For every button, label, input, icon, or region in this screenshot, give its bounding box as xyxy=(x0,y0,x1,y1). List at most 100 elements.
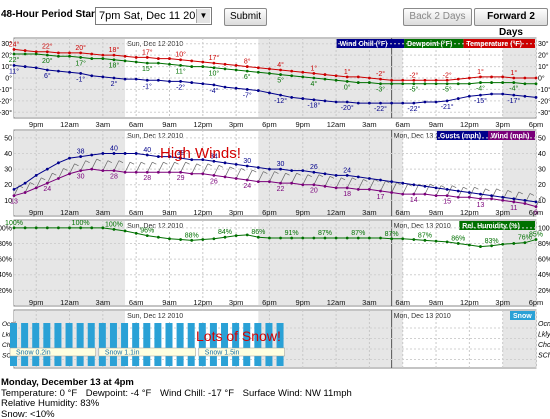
wind-barb xyxy=(135,162,142,173)
data-point xyxy=(467,82,471,86)
wind-barb xyxy=(502,190,508,201)
data-label: 18° xyxy=(109,62,120,70)
y-tick-right: 20% xyxy=(538,288,550,295)
data-point xyxy=(268,72,271,75)
data-label: 29 xyxy=(177,175,185,182)
data-label: 4° xyxy=(277,61,284,69)
forward-2-days-button[interactable]: Forward 2 Days xyxy=(474,8,548,38)
wind-barb xyxy=(280,173,286,184)
data-point xyxy=(456,195,460,199)
data-label: 24 xyxy=(243,183,251,190)
y-tick: -10° xyxy=(0,86,12,94)
x-label: 6am xyxy=(129,298,144,307)
data-point xyxy=(101,75,105,79)
period-select-value: 7pm Sat, Dec 11 2010 xyxy=(99,10,208,22)
data-point xyxy=(68,70,71,74)
annotation-high-winds: High Winds! xyxy=(160,145,241,162)
data-label: 40 xyxy=(110,145,118,152)
status-title: Monday, December 13 at 4pm xyxy=(1,377,134,388)
data-point xyxy=(90,52,94,56)
wind-barb-flag xyxy=(485,188,490,192)
data-point xyxy=(279,167,282,171)
data-point xyxy=(79,56,83,59)
wind-barb-flag xyxy=(185,161,190,165)
data-point xyxy=(168,237,171,241)
period-select[interactable]: 7pm Sat, Dec 11 2010 ▼ xyxy=(95,7,212,25)
data-point xyxy=(223,175,227,179)
series-line xyxy=(13,152,537,203)
y-tick-right: -20° xyxy=(538,97,550,105)
x-label: 3am xyxy=(96,208,111,217)
data-point xyxy=(168,80,171,83)
submit-button[interactable]: Submit xyxy=(224,8,267,26)
data-point xyxy=(301,97,305,100)
data-label: 6° xyxy=(244,73,251,81)
data-point xyxy=(223,62,227,66)
data-label: 87% xyxy=(351,230,365,237)
wind-barb xyxy=(180,162,186,173)
data-point xyxy=(112,76,116,80)
data-point xyxy=(145,234,149,238)
data-label: 4° xyxy=(311,80,318,88)
data-label: 96% xyxy=(140,228,154,235)
data-point xyxy=(445,82,449,86)
data-point xyxy=(312,236,316,240)
night-band xyxy=(258,131,403,215)
x-label: 6am xyxy=(395,208,410,217)
data-point xyxy=(234,64,238,67)
data-label: 1° xyxy=(510,69,517,77)
data-point xyxy=(390,82,394,86)
x-label: 3am xyxy=(362,208,377,217)
chevron-down-icon[interactable]: ▼ xyxy=(196,9,210,23)
status-humidity: Relative Humidity: 83% xyxy=(1,398,100,409)
data-point xyxy=(201,60,205,64)
wind-barb xyxy=(213,165,220,176)
data-point xyxy=(323,184,327,188)
data-point xyxy=(534,205,538,209)
legend-box xyxy=(404,39,464,48)
data-point xyxy=(401,82,405,86)
data-point xyxy=(523,198,527,202)
data-point xyxy=(156,61,160,65)
data-label: -2° xyxy=(176,83,185,91)
x-label: 12am xyxy=(60,120,79,129)
data-point xyxy=(423,184,427,188)
data-point xyxy=(368,81,371,84)
data-point xyxy=(268,236,271,240)
data-point xyxy=(12,188,16,191)
data-label: 17° xyxy=(209,54,220,62)
day-label-sun: Sun, Dec 12 2010 xyxy=(127,133,183,140)
snow-label-left: Lkly xyxy=(2,332,14,339)
data-point xyxy=(456,97,460,100)
x-label: 6pm xyxy=(529,298,544,307)
x-label: 6am xyxy=(129,208,144,217)
data-point xyxy=(301,236,305,240)
x-label: 6pm xyxy=(529,120,544,129)
data-label: 1° xyxy=(477,68,484,76)
wind-barb-flag xyxy=(107,160,113,163)
back-2-days-button[interactable]: Back 2 Days xyxy=(403,8,472,26)
data-point xyxy=(134,60,138,64)
wind-barb xyxy=(191,163,198,174)
data-point xyxy=(345,75,349,79)
x-label: 9pm xyxy=(29,298,44,307)
data-point xyxy=(501,242,505,246)
x-label: 9am xyxy=(429,208,444,217)
data-point xyxy=(179,156,182,160)
data-label: -4° xyxy=(209,87,218,95)
y-tick-right: 50 xyxy=(538,135,546,142)
data-point xyxy=(101,226,105,230)
data-point xyxy=(190,238,194,242)
data-point xyxy=(268,167,271,171)
wind-barb xyxy=(258,171,264,182)
data-point xyxy=(368,101,371,105)
data-point xyxy=(479,192,482,196)
data-point xyxy=(57,54,60,58)
data-point xyxy=(134,231,138,235)
x-label: 12pm xyxy=(193,298,212,307)
data-point xyxy=(345,186,349,190)
data-point xyxy=(356,236,360,240)
wind-barb xyxy=(491,188,497,199)
data-point xyxy=(390,78,394,82)
